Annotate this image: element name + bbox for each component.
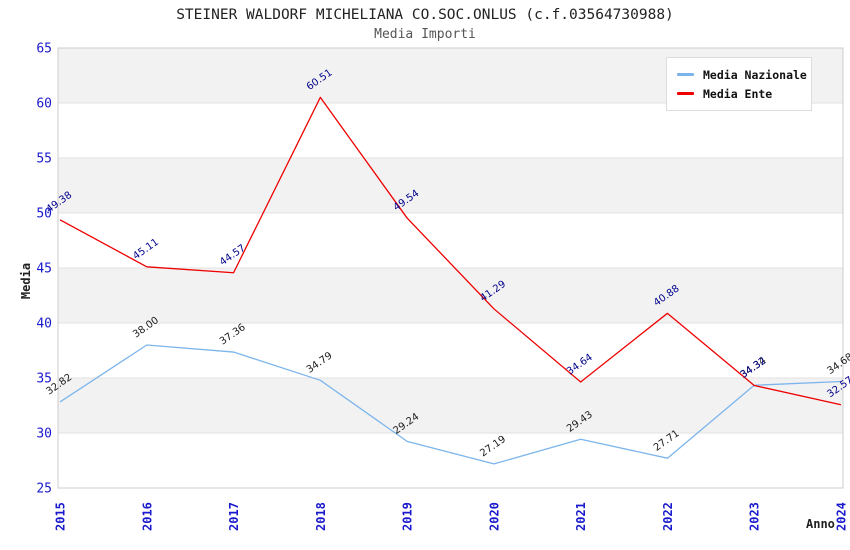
svg-text:50: 50: [36, 207, 52, 222]
svg-text:2022: 2022: [661, 502, 675, 531]
svg-text:55: 55: [36, 152, 52, 167]
chart-legend: Media Nazionale Media Ente: [666, 57, 812, 111]
ente-line-swatch: [677, 92, 694, 95]
nazionale-line-swatch: [677, 73, 694, 76]
svg-text:Anno: Anno: [806, 517, 835, 531]
chart-subtitle: Media Importi: [374, 27, 476, 42]
svg-text:2016: 2016: [140, 502, 154, 531]
svg-text:2017: 2017: [227, 502, 241, 531]
svg-text:2021: 2021: [574, 502, 588, 531]
svg-text:2020: 2020: [487, 502, 501, 531]
legend-item-media-nazionale[interactable]: Media Nazionale: [677, 65, 807, 84]
svg-text:25: 25: [36, 482, 52, 497]
svg-text:2019: 2019: [401, 502, 415, 531]
svg-text:30: 30: [36, 427, 52, 442]
svg-text:2023: 2023: [748, 502, 762, 531]
svg-text:45: 45: [36, 262, 52, 277]
svg-text:60: 60: [36, 97, 52, 112]
svg-text:Media: Media: [19, 263, 33, 299]
svg-text:65: 65: [36, 42, 52, 57]
legend-item-media-ente[interactable]: Media Ente: [677, 84, 801, 103]
svg-text:40: 40: [36, 317, 52, 332]
legend-label-ente: Media Ente: [703, 86, 773, 101]
svg-text:2018: 2018: [314, 502, 328, 531]
chart-title: STEINER WALDORF MICHELIANA CO.SOC.ONLUS …: [176, 7, 674, 23]
svg-text:2024: 2024: [835, 502, 849, 531]
legend-label-nazionale: Media Nazionale: [703, 67, 807, 82]
svg-text:2015: 2015: [54, 502, 68, 531]
svg-text:35: 35: [36, 372, 52, 387]
